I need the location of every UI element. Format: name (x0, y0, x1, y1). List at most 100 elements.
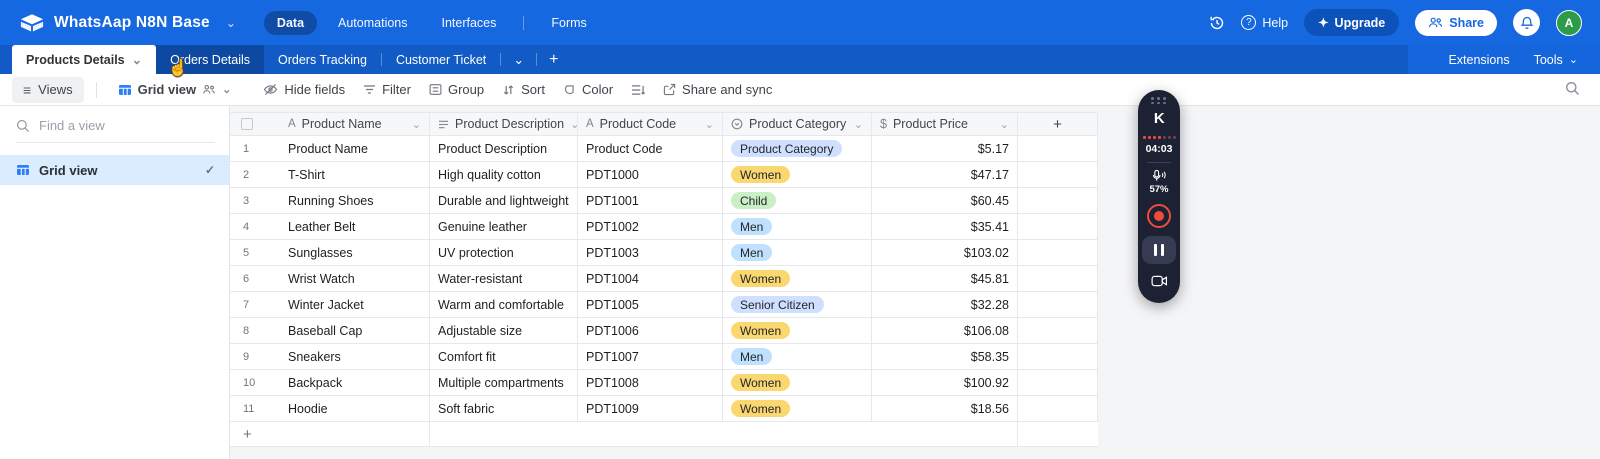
product-description-cell[interactable]: Water-resistant (430, 266, 578, 291)
row-number-cell[interactable]: 2 (243, 168, 250, 181)
tab-list-chevron-icon[interactable]: ⌄ (513, 51, 525, 67)
color-button[interactable]: Color (554, 77, 622, 102)
nav-item-forms[interactable]: Forms (551, 15, 587, 30)
row-number-cell[interactable]: 3 (243, 194, 250, 207)
product-description-cell[interactable]: Durable and lightweight (430, 188, 578, 213)
product-name-cell[interactable]: Baseball Cap (280, 318, 430, 343)
row-number-cell[interactable]: 7 (243, 298, 250, 311)
product-name-cell[interactable]: T-Shirt (280, 162, 430, 187)
product-price-cell[interactable]: $18.56 (872, 396, 1018, 421)
sidebar-item-grid-view[interactable]: Grid view ✓ (0, 155, 229, 185)
product-name-cell[interactable]: Product Name (280, 136, 430, 161)
product-name-cell[interactable]: Backpack (280, 370, 430, 395)
row-number-cell[interactable]: 4 (243, 220, 250, 233)
history-icon[interactable] (1209, 15, 1225, 31)
select-all-cell[interactable] (230, 113, 280, 135)
product-price-cell[interactable]: $5.17 (872, 136, 1018, 161)
add-row-plus-icon[interactable]: + (243, 425, 252, 443)
product-price-cell[interactable]: $100.92 (872, 370, 1018, 395)
product-code-cell[interactable]: PDT1005 (578, 292, 723, 317)
drag-handle-icon[interactable] (1151, 97, 1167, 104)
microphone-icon[interactable] (1152, 169, 1167, 182)
product-category-cell[interactable]: Women (723, 370, 872, 395)
product-price-cell[interactable]: $106.08 (872, 318, 1018, 343)
find-view-search[interactable] (16, 118, 215, 143)
product-price-cell[interactable]: $35.41 (872, 214, 1018, 239)
product-name-cell[interactable]: Winter Jacket (280, 292, 430, 317)
product-code-cell[interactable]: PDT1006 (578, 318, 723, 343)
tab-customer-ticket[interactable]: Customer Ticket (382, 45, 500, 74)
product-name-cell[interactable]: Sunglasses (280, 240, 430, 265)
extensions-button[interactable]: Extensions (1448, 52, 1510, 67)
row-number-cell[interactable]: 5 (243, 246, 250, 259)
product-price-cell[interactable]: $103.02 (872, 240, 1018, 265)
screen-recorder-widget[interactable]: K 04:03 57% (1138, 90, 1180, 303)
help-button[interactable]: ? Help (1241, 15, 1288, 30)
product-description-cell[interactable]: Multiple compartments (430, 370, 578, 395)
column-header-product-code[interactable]: A Product Code ⌄ (578, 113, 723, 135)
filter-button[interactable]: Filter (354, 77, 420, 102)
product-category-cell[interactable]: Product Category (723, 136, 872, 161)
product-category-cell[interactable]: Senior Citizen (723, 292, 872, 317)
row-number-cell[interactable]: 11 (243, 402, 255, 415)
product-code-cell[interactable]: Product Code (578, 136, 723, 161)
select-all-checkbox[interactable] (241, 118, 253, 130)
product-code-cell[interactable]: PDT1003 (578, 240, 723, 265)
pause-button[interactable] (1142, 236, 1176, 264)
find-view-input[interactable] (39, 118, 189, 133)
column-chevron-icon[interactable]: ⌄ (704, 118, 714, 131)
product-code-cell[interactable]: PDT1001 (578, 188, 723, 213)
product-name-cell[interactable]: Hoodie (280, 396, 430, 421)
nav-item-data[interactable]: Data (263, 10, 318, 35)
recorder-logo[interactable]: K (1153, 110, 1165, 127)
user-avatar[interactable]: A (1556, 9, 1582, 36)
share-button[interactable]: Share (1415, 9, 1497, 36)
row-number-cell[interactable]: 9 (243, 350, 250, 363)
row-number-cell[interactable]: 1 (243, 142, 250, 155)
column-header-product-description[interactable]: Product Description ⌄ (430, 113, 578, 135)
product-name-cell[interactable]: Wrist Watch (280, 266, 430, 291)
product-description-cell[interactable]: Comfort fit (430, 344, 578, 369)
product-code-cell[interactable]: PDT1009 (578, 396, 723, 421)
record-button[interactable] (1147, 204, 1171, 228)
sort-button[interactable]: Sort (493, 77, 554, 102)
product-description-cell[interactable]: Warm and comfortable (430, 292, 578, 317)
search-icon[interactable] (1565, 81, 1580, 99)
tab-orders-details[interactable]: Orders Details (156, 45, 265, 74)
product-category-cell[interactable]: Women (723, 162, 872, 187)
column-chevron-icon[interactable]: ⌄ (999, 118, 1009, 131)
views-button[interactable]: ≡ Views (12, 76, 84, 103)
tab-chevron-icon[interactable]: ⌄ (131, 53, 143, 67)
product-description-cell[interactable]: Product Description (430, 136, 578, 161)
product-description-cell[interactable]: High quality cotton (430, 162, 578, 187)
product-category-cell[interactable]: Women (723, 396, 872, 421)
tools-button[interactable]: Tools ⌄ (1534, 53, 1578, 67)
product-description-cell[interactable]: Soft fabric (430, 396, 578, 421)
product-name-cell[interactable]: Running Shoes (280, 188, 430, 213)
product-price-cell[interactable]: $47.17 (872, 162, 1018, 187)
product-category-cell[interactable]: Women (723, 318, 872, 343)
row-number-cell[interactable]: 10 (243, 376, 256, 389)
column-header-product-price[interactable]: $ Product Price ⌄ (872, 113, 1018, 135)
product-name-cell[interactable]: Sneakers (280, 344, 430, 369)
add-table-button[interactable]: + (549, 50, 559, 68)
column-chevron-icon[interactable]: ⌄ (411, 118, 421, 131)
product-code-cell[interactable]: PDT1000 (578, 162, 723, 187)
nav-item-automations[interactable]: Automations (338, 15, 408, 30)
product-description-cell[interactable]: Genuine leather (430, 214, 578, 239)
row-number-cell[interactable]: 8 (243, 324, 250, 337)
product-description-cell[interactable]: Adjustable size (430, 318, 578, 343)
product-category-cell[interactable]: Child (723, 188, 872, 213)
notifications-button[interactable] (1513, 9, 1540, 36)
row-number-cell[interactable]: 6 (243, 272, 250, 285)
column-chevron-icon[interactable]: ⌄ (570, 118, 577, 131)
upgrade-button[interactable]: ✦ Upgrade (1304, 9, 1400, 36)
column-header-product-category[interactable]: Product Category ⌄ (723, 113, 872, 135)
add-field-button[interactable]: + (1018, 113, 1098, 135)
grid-view-button[interactable]: Grid view ⌄ (109, 77, 241, 102)
product-category-cell[interactable]: Women (723, 266, 872, 291)
product-category-cell[interactable]: Men (723, 344, 872, 369)
product-name-cell[interactable]: Leather Belt (280, 214, 430, 239)
base-title-chevron-icon[interactable]: ⌄ (225, 15, 236, 30)
product-category-cell[interactable]: Men (723, 240, 872, 265)
